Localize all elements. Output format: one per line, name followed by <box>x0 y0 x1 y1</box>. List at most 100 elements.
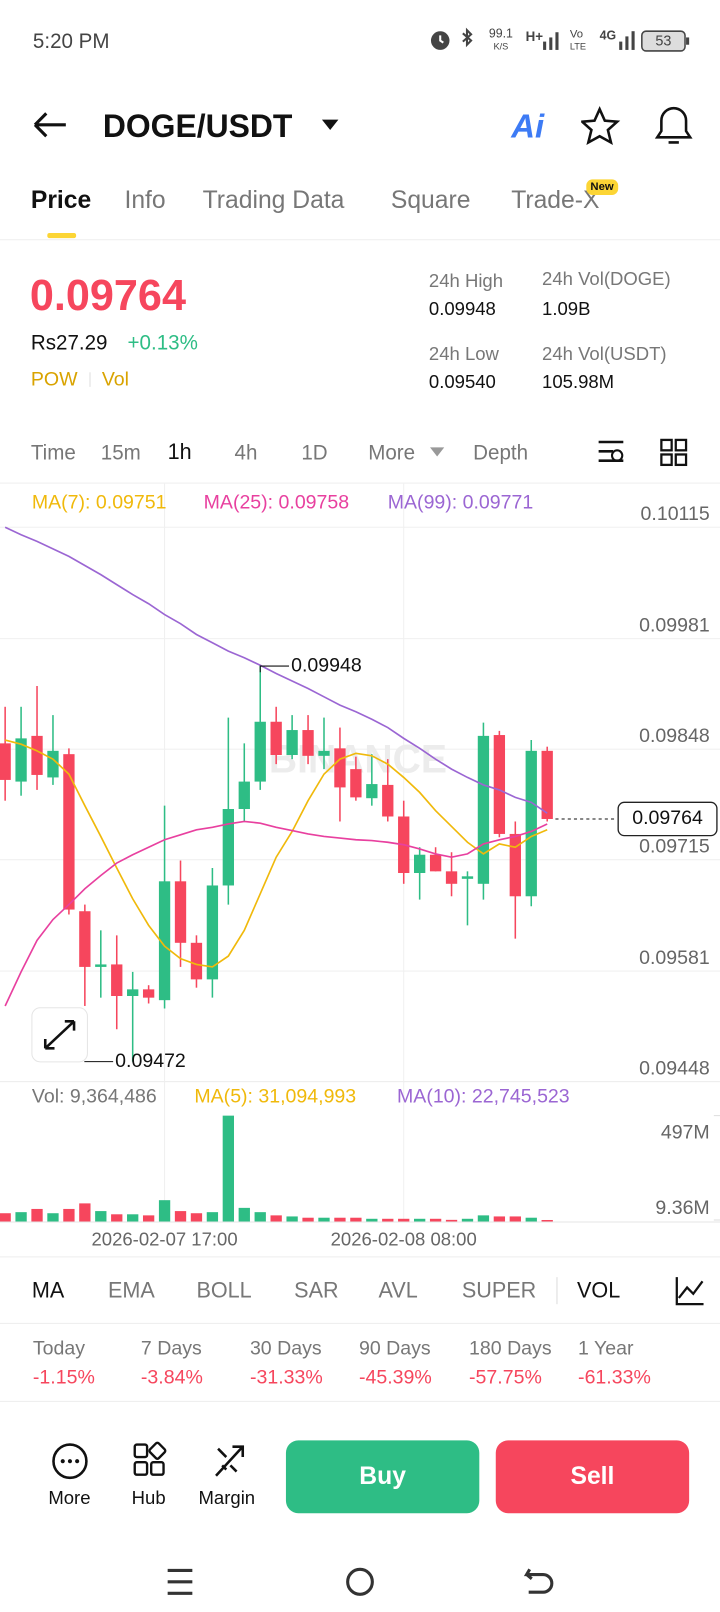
y-tick-label: 497M <box>661 1121 710 1143</box>
candle-body <box>238 781 250 810</box>
tag[interactable]: POW <box>30 368 78 391</box>
indicator-tab[interactable]: EMA <box>107 1278 155 1303</box>
nav-home[interactable] <box>346 1567 374 1596</box>
candle-body <box>142 989 155 998</box>
candle-body <box>413 854 426 874</box>
buy-button[interactable]: Buy <box>285 1440 480 1514</box>
volume-bar <box>541 1219 553 1222</box>
candle-body <box>158 881 171 1001</box>
volume-bar <box>366 1218 378 1222</box>
indicator-settings[interactable] <box>658 1272 720 1309</box>
interval[interactable]: More <box>368 441 416 465</box>
volume-bar <box>398 1218 410 1222</box>
candle-body <box>206 885 219 980</box>
volume-bar <box>158 1200 171 1222</box>
stat-value: 0.09948 <box>428 298 496 320</box>
ai-button[interactable]: Ai <box>511 107 545 145</box>
volume-bar <box>318 1217 330 1222</box>
interval[interactable]: 15m <box>100 441 141 465</box>
candle-body <box>111 964 123 997</box>
tab[interactable]: Trade-X <box>511 186 600 215</box>
price-change: +0.13% <box>127 331 198 355</box>
performance-label: 180 Days <box>469 1337 552 1360</box>
interval[interactable]: Time <box>30 441 76 465</box>
volume-bar <box>477 1215 490 1222</box>
volume-bar <box>63 1208 75 1222</box>
performance-label: Today <box>32 1337 86 1360</box>
candle-body <box>270 721 282 755</box>
volume-bar <box>254 1212 266 1222</box>
interval[interactable]: 1D <box>301 441 328 465</box>
volume-bar <box>127 1214 139 1222</box>
kline-chart: 0.10115 0.09981 0.09848 0.09715 0.09581 0.094… <box>0 483 720 1250</box>
nav-back[interactable] <box>523 1568 554 1594</box>
interval[interactable]: 1h <box>167 440 192 465</box>
interval[interactable]: 4h <box>234 441 258 465</box>
high-marker-label: 0.09948 <box>291 654 362 676</box>
current-price-box <box>617 801 718 837</box>
net-type: H+ <box>526 29 544 44</box>
status-icons: 99.1 K/S H+ Vo LTE 4G 53 <box>430 27 690 52</box>
chart-tools[interactable] <box>597 437 695 470</box>
tab[interactable]: Square <box>390 186 471 215</box>
ma-line <box>4 820 548 1007</box>
tab[interactable]: Price <box>30 186 92 215</box>
performance-value: -1.15% <box>32 1367 95 1389</box>
candle-body <box>254 721 266 782</box>
tab[interactable]: Trading Data <box>202 186 345 215</box>
interval[interactable]: Depth <box>473 441 529 465</box>
volume-bar <box>222 1115 234 1222</box>
tab[interactable]: Info <box>124 186 166 215</box>
indicator-tab[interactable]: SAR <box>294 1278 339 1303</box>
volume-bar <box>350 1217 362 1222</box>
volume-bar <box>111 1214 123 1222</box>
performance-value: -3.84% <box>140 1367 203 1389</box>
performance-label: 90 Days <box>358 1337 431 1360</box>
pair-dropdown[interactable] <box>321 118 340 133</box>
local-price: Rs27.29 <box>30 331 108 355</box>
ma-line <box>4 526 548 814</box>
stat-label: 24h Vol(USDT) <box>542 343 667 364</box>
indicator-tab[interactable]: MA <box>31 1278 65 1303</box>
volte-1: Vo <box>570 28 583 40</box>
volte-2: LTE <box>570 41 586 51</box>
candle-body <box>429 854 442 872</box>
indicator-tab[interactable]: AVL <box>378 1278 418 1303</box>
candle-body <box>477 735 490 884</box>
y-tick-label: 0.09981 <box>639 614 710 636</box>
candle-body <box>286 730 298 755</box>
sell-button[interactable]: Sell <box>495 1440 690 1514</box>
net-unit: K/S <box>493 41 508 51</box>
nav-menu[interactable] <box>167 1568 193 1595</box>
indicator-tab[interactable]: BOLL <box>196 1278 252 1303</box>
more-dropdown[interactable] <box>429 447 445 457</box>
grid <box>0 483 720 1222</box>
performance-value: -31.33% <box>249 1367 323 1389</box>
indicator-tab[interactable]: VOL <box>577 1278 621 1303</box>
candle-body <box>79 911 91 967</box>
y-tick-label: 0.09848 <box>639 725 710 747</box>
action-label[interactable]: More <box>48 1487 91 1508</box>
action-label[interactable]: Margin <box>198 1487 256 1508</box>
volume-bar <box>95 1211 107 1222</box>
volume-bar <box>302 1217 314 1222</box>
action-label[interactable]: Hub <box>131 1487 166 1508</box>
alert-button[interactable] <box>654 106 693 144</box>
back-button[interactable] <box>31 109 72 140</box>
tag[interactable]: Vol <box>101 368 130 391</box>
volume-bar <box>31 1208 43 1222</box>
volume-bar <box>493 1216 506 1222</box>
pair-title[interactable]: DOGE/USDT <box>102 107 293 145</box>
fullscreen-button[interactable] <box>31 1007 89 1063</box>
high-marker-line <box>259 665 290 673</box>
volume-bar <box>509 1216 521 1222</box>
nav-bar <box>167 1567 554 1596</box>
favorite-button[interactable] <box>581 106 621 146</box>
candle-body <box>445 871 458 884</box>
candle-body <box>95 964 107 967</box>
indicator-tab[interactable]: SUPER <box>461 1278 537 1303</box>
divider <box>0 239 720 241</box>
net-gen: 4G <box>600 29 616 43</box>
volume-bar <box>461 1218 474 1222</box>
